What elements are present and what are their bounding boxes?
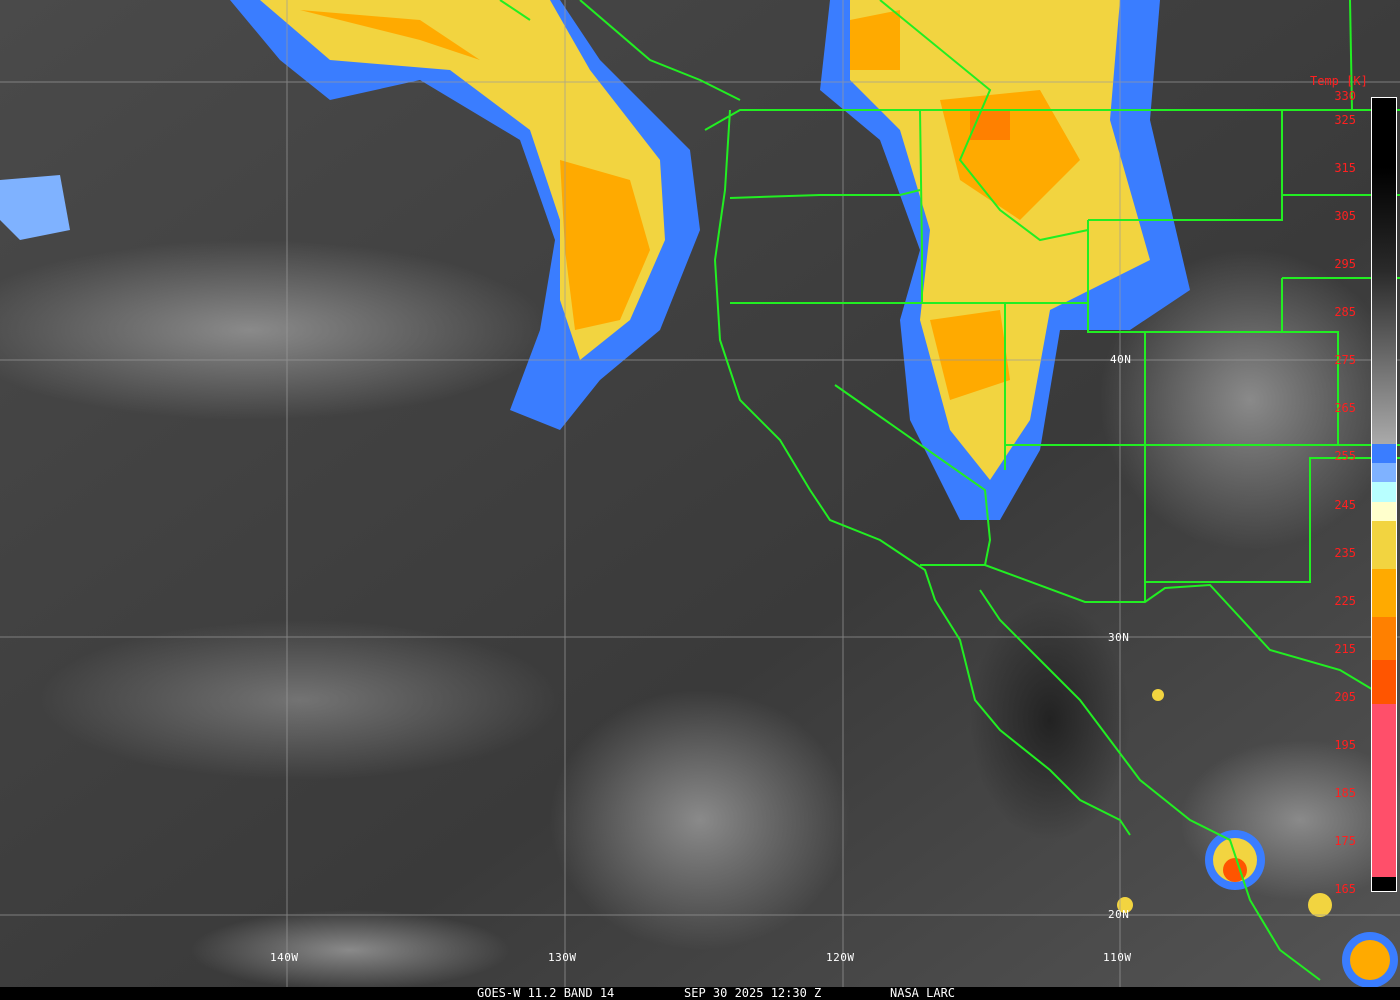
colorbar-segment — [1372, 568, 1396, 618]
colorbar-segment — [1372, 703, 1396, 877]
colorbar-segment — [1372, 444, 1396, 464]
timestamp: SEP 30 2025 12:30 Z — [684, 986, 822, 1000]
colorbar-tick-label: 235 — [1334, 545, 1356, 560]
colorbar-tick-label: 205 — [1334, 689, 1356, 704]
colorbar-tick-label: 330 — [1334, 89, 1356, 103]
colorbar-tick-label: 215 — [1334, 641, 1356, 656]
colorbar-tick-label: 255 — [1334, 449, 1356, 464]
colorbar-tick-label: 195 — [1334, 737, 1356, 752]
colorbar-tick-label: 295 — [1334, 257, 1356, 272]
lat-label-30n: 30N — [1108, 631, 1130, 644]
colorbar-tick-label: 315 — [1334, 161, 1356, 176]
cloud-fields — [0, 240, 1400, 990]
lon-label-110w: 110W — [1103, 951, 1132, 964]
colorbar-title: Temp [K] — [1310, 74, 1368, 88]
lon-label-140w: 140W — [270, 951, 299, 964]
colorbar-tick-label: 325 — [1334, 113, 1356, 128]
data-source: NASA LARC — [890, 986, 956, 1000]
colorbar-segment — [1372, 482, 1396, 502]
lon-label-130w: 130W — [548, 951, 577, 964]
colorbar-segment — [1372, 520, 1396, 569]
colorbar-segment — [1372, 660, 1396, 704]
colorbar-tick-label: 175 — [1334, 833, 1356, 848]
colorbar-tick-label: 285 — [1334, 305, 1356, 320]
colorbar-tick-label: 185 — [1334, 785, 1356, 800]
image-caption: GOES-W 11.2 BAND 14 SEP 30 2025 12:30 Z … — [0, 987, 1400, 1000]
colorbar-tick-label: 305 — [1334, 209, 1356, 224]
satellite-band: GOES-W 11.2 BAND 14 — [477, 986, 615, 1000]
colorbar-tick-label: 225 — [1334, 593, 1356, 608]
colorbar-tick-label: 245 — [1334, 497, 1356, 512]
colorbar-segment — [1372, 501, 1396, 521]
colorbar-tick-label: 265 — [1334, 401, 1356, 416]
colorbar-tick-label: 275 — [1334, 353, 1356, 368]
colorbar-segment — [1372, 876, 1396, 891]
lon-label-120w: 120W — [826, 951, 855, 964]
colorbar-segment — [1372, 617, 1396, 661]
colorbar-segment — [1372, 98, 1396, 445]
colorbar-tick-label: 165 — [1334, 882, 1356, 896]
lat-label-20n: 20N — [1108, 908, 1130, 921]
colorbar-segment — [1372, 463, 1396, 483]
colorbar-bar — [1371, 97, 1397, 892]
lat-label-40n: 40N — [1110, 353, 1132, 366]
